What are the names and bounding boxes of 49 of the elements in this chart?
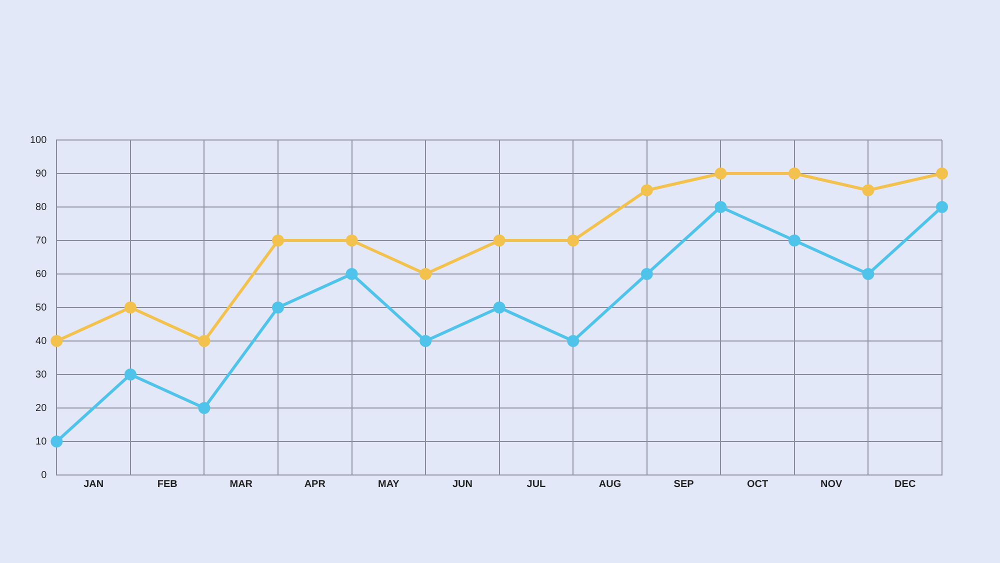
x-tick-label: MAR bbox=[230, 478, 254, 490]
point bbox=[788, 234, 800, 246]
point bbox=[420, 335, 432, 347]
y-tick-label: 60 bbox=[36, 268, 48, 280]
point bbox=[714, 168, 727, 180]
point bbox=[124, 302, 136, 314]
x-tick-label: SEP bbox=[674, 478, 694, 490]
point bbox=[567, 234, 580, 246]
point bbox=[640, 268, 653, 280]
point bbox=[272, 302, 284, 314]
point bbox=[862, 268, 874, 280]
x-tick-label: JUL bbox=[526, 478, 546, 490]
x-tick-label: JAN bbox=[84, 478, 104, 490]
x-tick-label: NOV bbox=[820, 478, 842, 490]
point bbox=[198, 402, 210, 414]
y-tick-label: 10 bbox=[36, 436, 48, 448]
x-tick-label: APR bbox=[304, 478, 326, 490]
point bbox=[50, 436, 63, 448]
y-tick-label: 20 bbox=[36, 402, 48, 414]
point bbox=[420, 268, 432, 280]
point bbox=[50, 335, 63, 347]
x-tick-label: MAY bbox=[378, 478, 400, 490]
y-tick-label: 90 bbox=[36, 168, 48, 180]
x-tick-label: AUG bbox=[598, 478, 622, 490]
y-tick-label: 40 bbox=[36, 336, 48, 347]
x-tick-label: FEB bbox=[157, 478, 178, 490]
point bbox=[493, 302, 506, 314]
y-tick-label: 0 bbox=[41, 470, 48, 481]
y-tick-label: 30 bbox=[36, 369, 48, 380]
point bbox=[640, 184, 653, 196]
x-tick-label: OCT bbox=[747, 478, 768, 490]
point bbox=[346, 234, 358, 246]
point bbox=[936, 201, 948, 213]
point bbox=[788, 168, 800, 180]
point bbox=[714, 201, 727, 213]
y-tick-label: 50 bbox=[36, 302, 48, 314]
point bbox=[862, 184, 874, 196]
y-tick-label: 70 bbox=[36, 235, 48, 246]
point bbox=[493, 234, 506, 246]
x-tick-label: DEC bbox=[894, 478, 916, 490]
point bbox=[936, 168, 948, 180]
point bbox=[272, 234, 284, 246]
y-tick-label: 80 bbox=[36, 202, 48, 213]
point bbox=[346, 268, 358, 280]
x-tick-label: JUN bbox=[452, 478, 472, 490]
point bbox=[198, 335, 210, 347]
point bbox=[567, 335, 580, 347]
y-tick-label: 100 bbox=[30, 134, 48, 146]
point bbox=[124, 368, 136, 380]
